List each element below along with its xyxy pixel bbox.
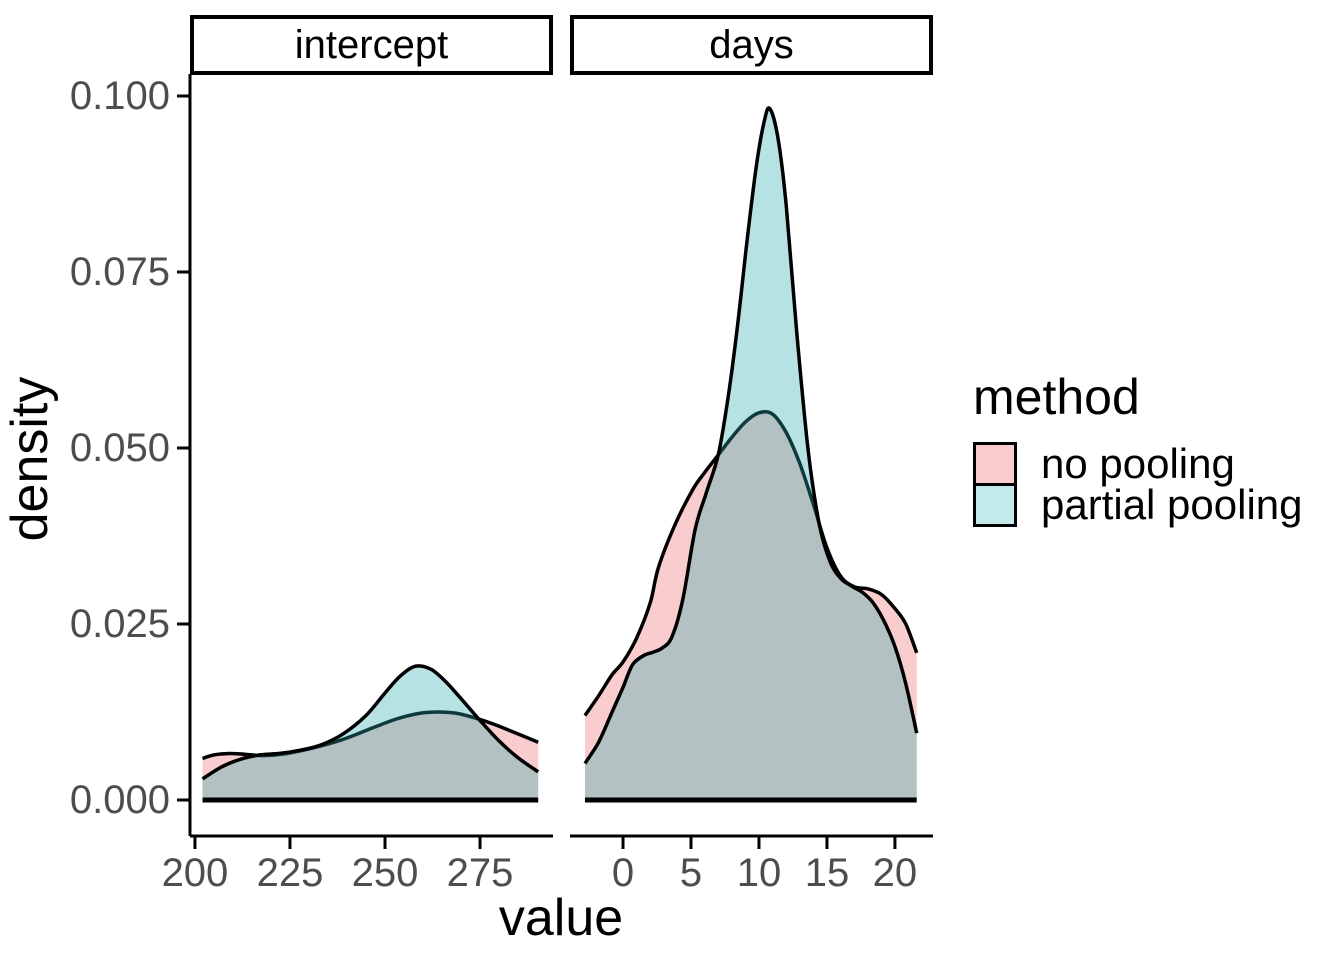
y-tick-label: 0.075 xyxy=(70,250,170,294)
x-tick-label: 0 xyxy=(612,851,634,895)
x-tick-label: 20 xyxy=(873,851,918,895)
y-tick-label: 0.000 xyxy=(70,778,170,822)
y-axis-title: density xyxy=(1,376,59,542)
facet-panel-days xyxy=(583,106,919,803)
density-area-partial-pooling xyxy=(585,107,917,800)
legend-item-no-pooling: no pooling xyxy=(973,440,1303,487)
facet-strip-days: days xyxy=(570,15,933,75)
facet-label-days: days xyxy=(709,22,794,67)
legend-key-no-pooling xyxy=(973,442,1017,486)
facet-panel-intercept xyxy=(201,664,540,803)
legend-key-partial-pooling xyxy=(973,483,1017,527)
x-tick-label: 275 xyxy=(447,851,514,895)
x-tick-label: 5 xyxy=(680,851,702,895)
density-outline-partial-pooling xyxy=(201,664,540,781)
legend-item-partial-pooling: partial pooling xyxy=(973,481,1303,528)
density-area-no-pooling xyxy=(585,411,917,800)
facet-label-intercept: intercept xyxy=(294,22,449,67)
facet-strip-intercept: intercept xyxy=(190,15,553,75)
x-tick-label: 15 xyxy=(805,851,850,895)
x-tick-label: 10 xyxy=(737,851,782,895)
legend-label-no-pooling: no pooling xyxy=(1041,440,1235,487)
density-outline-partial-pooling xyxy=(583,106,919,765)
density-area-partial-pooling xyxy=(202,665,539,800)
y-tick-label: 0.100 xyxy=(70,74,170,118)
x-axis-title: value xyxy=(498,889,624,947)
density-outline-no-pooling xyxy=(583,410,919,717)
legend-title: method xyxy=(973,369,1140,425)
x-tick-label: 200 xyxy=(162,851,229,895)
legend-items: no pooling partial pooling xyxy=(973,440,1303,528)
density-area-no-pooling xyxy=(202,712,539,800)
x-tick-label: 250 xyxy=(352,851,419,895)
x-tick-label: 225 xyxy=(257,851,324,895)
legend: method no pooling partial pooling xyxy=(973,368,1303,528)
y-tick-label: 0.025 xyxy=(70,602,170,646)
y-tick-label: 0.050 xyxy=(70,426,170,470)
legend-label-partial-pooling: partial pooling xyxy=(1041,481,1303,528)
